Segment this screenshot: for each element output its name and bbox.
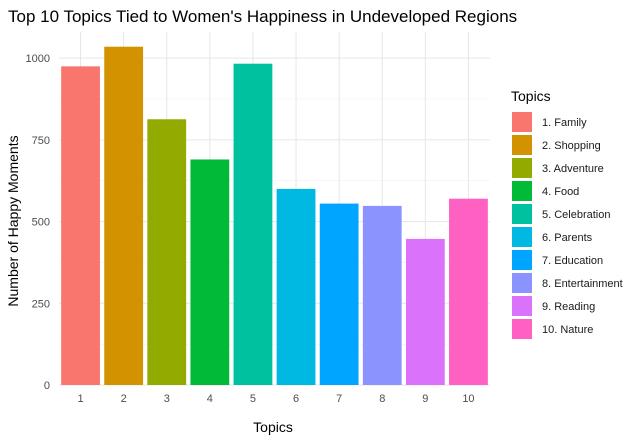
- y-tick-label: 0: [44, 380, 50, 392]
- legend-swatch: [512, 227, 532, 247]
- legend-label: 4. Food: [542, 186, 579, 198]
- legend-label: 9. Reading: [542, 301, 595, 313]
- x-tick-label: 4: [207, 393, 213, 405]
- x-tick-label: 2: [121, 393, 127, 405]
- legend-swatch: [512, 273, 532, 293]
- bar-9: [405, 238, 445, 385]
- y-axis-ticks: 0 250 500 750 1000: [26, 53, 50, 392]
- x-tick-label: 10: [462, 393, 474, 405]
- legend-label: 6. Parents: [542, 232, 593, 244]
- bars: [61, 46, 488, 386]
- legend-swatch: [512, 181, 532, 201]
- legend-label: 8. Entertainment: [542, 278, 623, 290]
- chart-title: Top 10 Topics Tied to Women's Happiness …: [8, 7, 517, 26]
- legend-label: 2. Shopping: [542, 140, 601, 152]
- bar-6: [276, 188, 316, 385]
- x-axis-title: Topics: [253, 419, 293, 435]
- legend-title: Topics: [511, 88, 551, 104]
- x-tick-label: 8: [379, 393, 385, 405]
- x-tick-label: 6: [293, 393, 299, 405]
- bar-10: [449, 198, 488, 385]
- legend-label: 7. Education: [542, 255, 603, 267]
- legend-label: 10. Nature: [542, 324, 593, 336]
- legend-label: 1. Family: [542, 117, 587, 129]
- legend-label: 3. Adventure: [542, 163, 604, 175]
- legend: Topics 1. Family 2. Shopping 3. Adventure 4…: [511, 88, 623, 339]
- x-axis-ticks: 1 2 3 4 5 6 7 8 9 10: [77, 393, 474, 405]
- bar-2: [104, 46, 144, 385]
- y-tick-label: 1000: [26, 53, 50, 65]
- y-axis-title: Number of Happy Moments: [5, 135, 21, 306]
- x-tick-label: 1: [77, 393, 83, 405]
- legend-swatch: [512, 135, 532, 155]
- legend-swatch: [512, 319, 532, 339]
- x-tick-label: 5: [250, 393, 256, 405]
- y-tick-label: 500: [32, 217, 50, 229]
- legend-swatch: [512, 158, 532, 178]
- bar-7: [319, 203, 359, 385]
- legend-swatch: [512, 204, 532, 224]
- bar-5: [233, 63, 273, 386]
- x-tick-label: 9: [422, 393, 428, 405]
- y-tick-label: 750: [32, 135, 50, 147]
- x-tick-label: 7: [336, 393, 342, 405]
- legend-swatch: [512, 296, 532, 316]
- bar-8: [362, 205, 402, 385]
- legend-swatch: [512, 250, 532, 270]
- bar-4: [190, 159, 230, 385]
- x-tick-label: 3: [164, 393, 170, 405]
- bar-1: [61, 66, 100, 385]
- legend-label: 5. Celebration: [542, 209, 611, 221]
- y-tick-label: 250: [32, 298, 50, 310]
- legend-swatch: [512, 112, 532, 132]
- bar-3: [147, 119, 187, 386]
